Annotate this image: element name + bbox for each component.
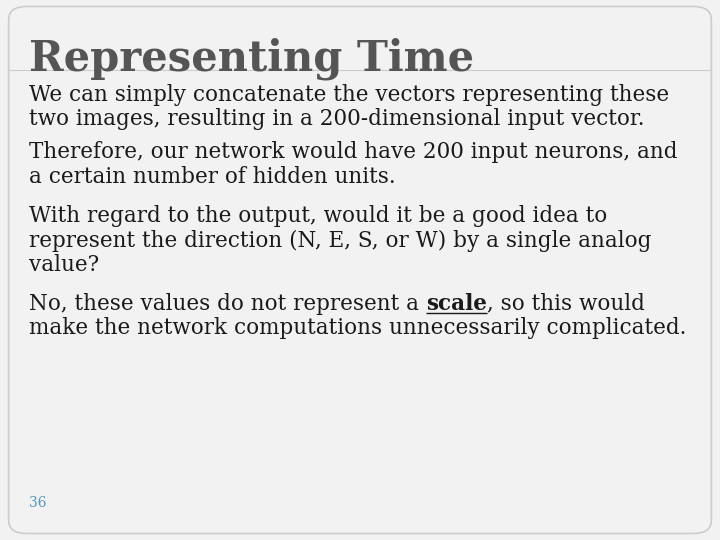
Text: With regard to the output, would it be a good idea to: With regard to the output, would it be a… xyxy=(29,205,607,227)
Text: scale: scale xyxy=(426,294,487,316)
Text: represent the direction (N, E, S, or W) by a single analog: represent the direction (N, E, S, or W) … xyxy=(29,230,652,252)
Text: No, these values do not represent a: No, these values do not represent a xyxy=(29,294,426,316)
Text: , so this would: , so this would xyxy=(487,293,644,315)
Text: value?: value? xyxy=(29,254,99,276)
FancyBboxPatch shape xyxy=(9,6,711,534)
Text: Representing Time: Representing Time xyxy=(29,38,474,80)
Text: 36: 36 xyxy=(29,496,46,510)
Text: a certain number of hidden units.: a certain number of hidden units. xyxy=(29,166,395,188)
Text: We can simply concatenate the vectors representing these: We can simply concatenate the vectors re… xyxy=(29,84,669,106)
Text: two images, resulting in a 200-dimensional input vector.: two images, resulting in a 200-dimension… xyxy=(29,108,644,130)
Text: make the network computations unnecessarily complicated.: make the network computations unnecessar… xyxy=(29,317,686,339)
Text: No, these values do not represent a: No, these values do not represent a xyxy=(29,293,426,315)
Text: scale: scale xyxy=(426,293,487,315)
Text: Therefore, our network would have 200 input neurons, and: Therefore, our network would have 200 in… xyxy=(29,141,678,164)
Text: , so this would: , so this would xyxy=(487,294,644,316)
